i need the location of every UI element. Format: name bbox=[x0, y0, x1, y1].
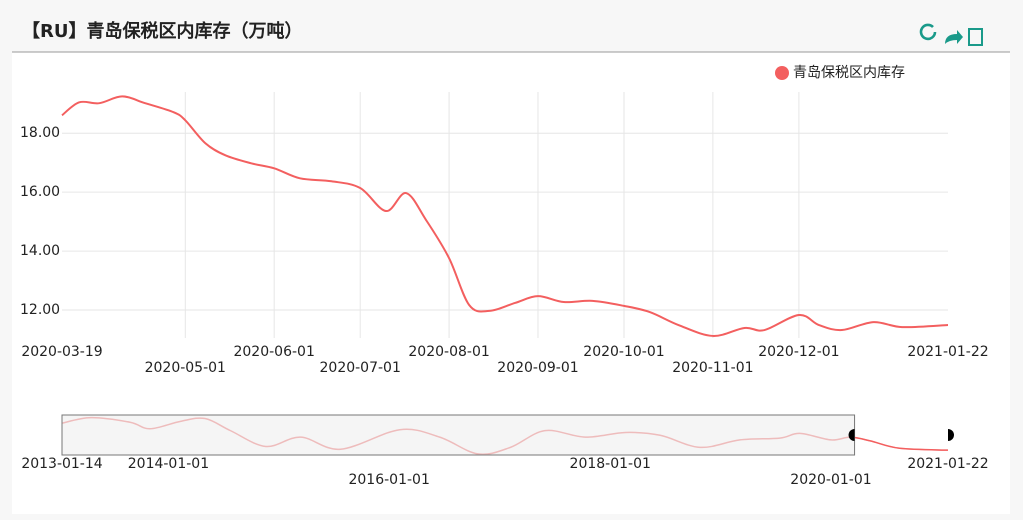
navigator-tick-label: 2018-01-01 bbox=[570, 456, 651, 472]
x-tick-label: 2020-06-01 bbox=[233, 344, 314, 360]
image-icon[interactable] bbox=[968, 28, 983, 46]
navigator-line bbox=[61, 416, 949, 456]
x-tick-label: 2020-08-01 bbox=[408, 344, 489, 360]
x-tick-label: 2020-09-01 bbox=[497, 360, 578, 376]
x-tick-label: 2020-12-01 bbox=[758, 344, 839, 360]
panel bbox=[12, 52, 1010, 514]
navigator-tick-label: 2013-01-14 bbox=[21, 456, 102, 472]
navigator-handle[interactable] bbox=[848, 429, 855, 441]
x-tick-label: 2020-11-01 bbox=[672, 360, 753, 376]
navigator-tick-label: 2021-01-22 bbox=[907, 456, 988, 472]
x-tick-label: 2020-03-19 bbox=[21, 344, 102, 360]
y-tick-label: 14.00 bbox=[20, 243, 60, 259]
y-tick-label: 16.00 bbox=[20, 184, 60, 200]
toolbar[interactable] bbox=[919, 23, 983, 46]
series-line bbox=[61, 95, 949, 337]
plot: 12.00 14.00 16.00 18.00 2020-03-19 2020-05-01… bbox=[20, 65, 989, 488]
chart-title: 【RU】青岛保税区内库存（万吨） bbox=[22, 20, 302, 42]
navigator-handle[interactable] bbox=[948, 429, 954, 441]
x-tick-label: 2020-07-01 bbox=[320, 360, 401, 376]
share-icon[interactable] bbox=[945, 30, 963, 44]
navigator-tick-label: 2014-01-01 bbox=[128, 456, 209, 472]
refresh-icon[interactable] bbox=[919, 23, 937, 41]
legend-label: 青岛保税区内库存 bbox=[793, 65, 905, 81]
x-tick-label: 2020-10-01 bbox=[583, 344, 664, 360]
legend-marker bbox=[775, 66, 789, 80]
navigator-mask bbox=[61, 414, 856, 456]
navigator-tick-label: 2020-01-01 bbox=[790, 472, 871, 488]
y-tick-label: 18.00 bbox=[20, 125, 60, 141]
y-tick-label: 12.00 bbox=[20, 302, 60, 318]
x-tick-label: 2020-05-01 bbox=[145, 360, 226, 376]
x-tick-label: 2021-01-22 bbox=[907, 344, 988, 360]
navigator-tick-label: 2016-01-01 bbox=[348, 472, 429, 488]
